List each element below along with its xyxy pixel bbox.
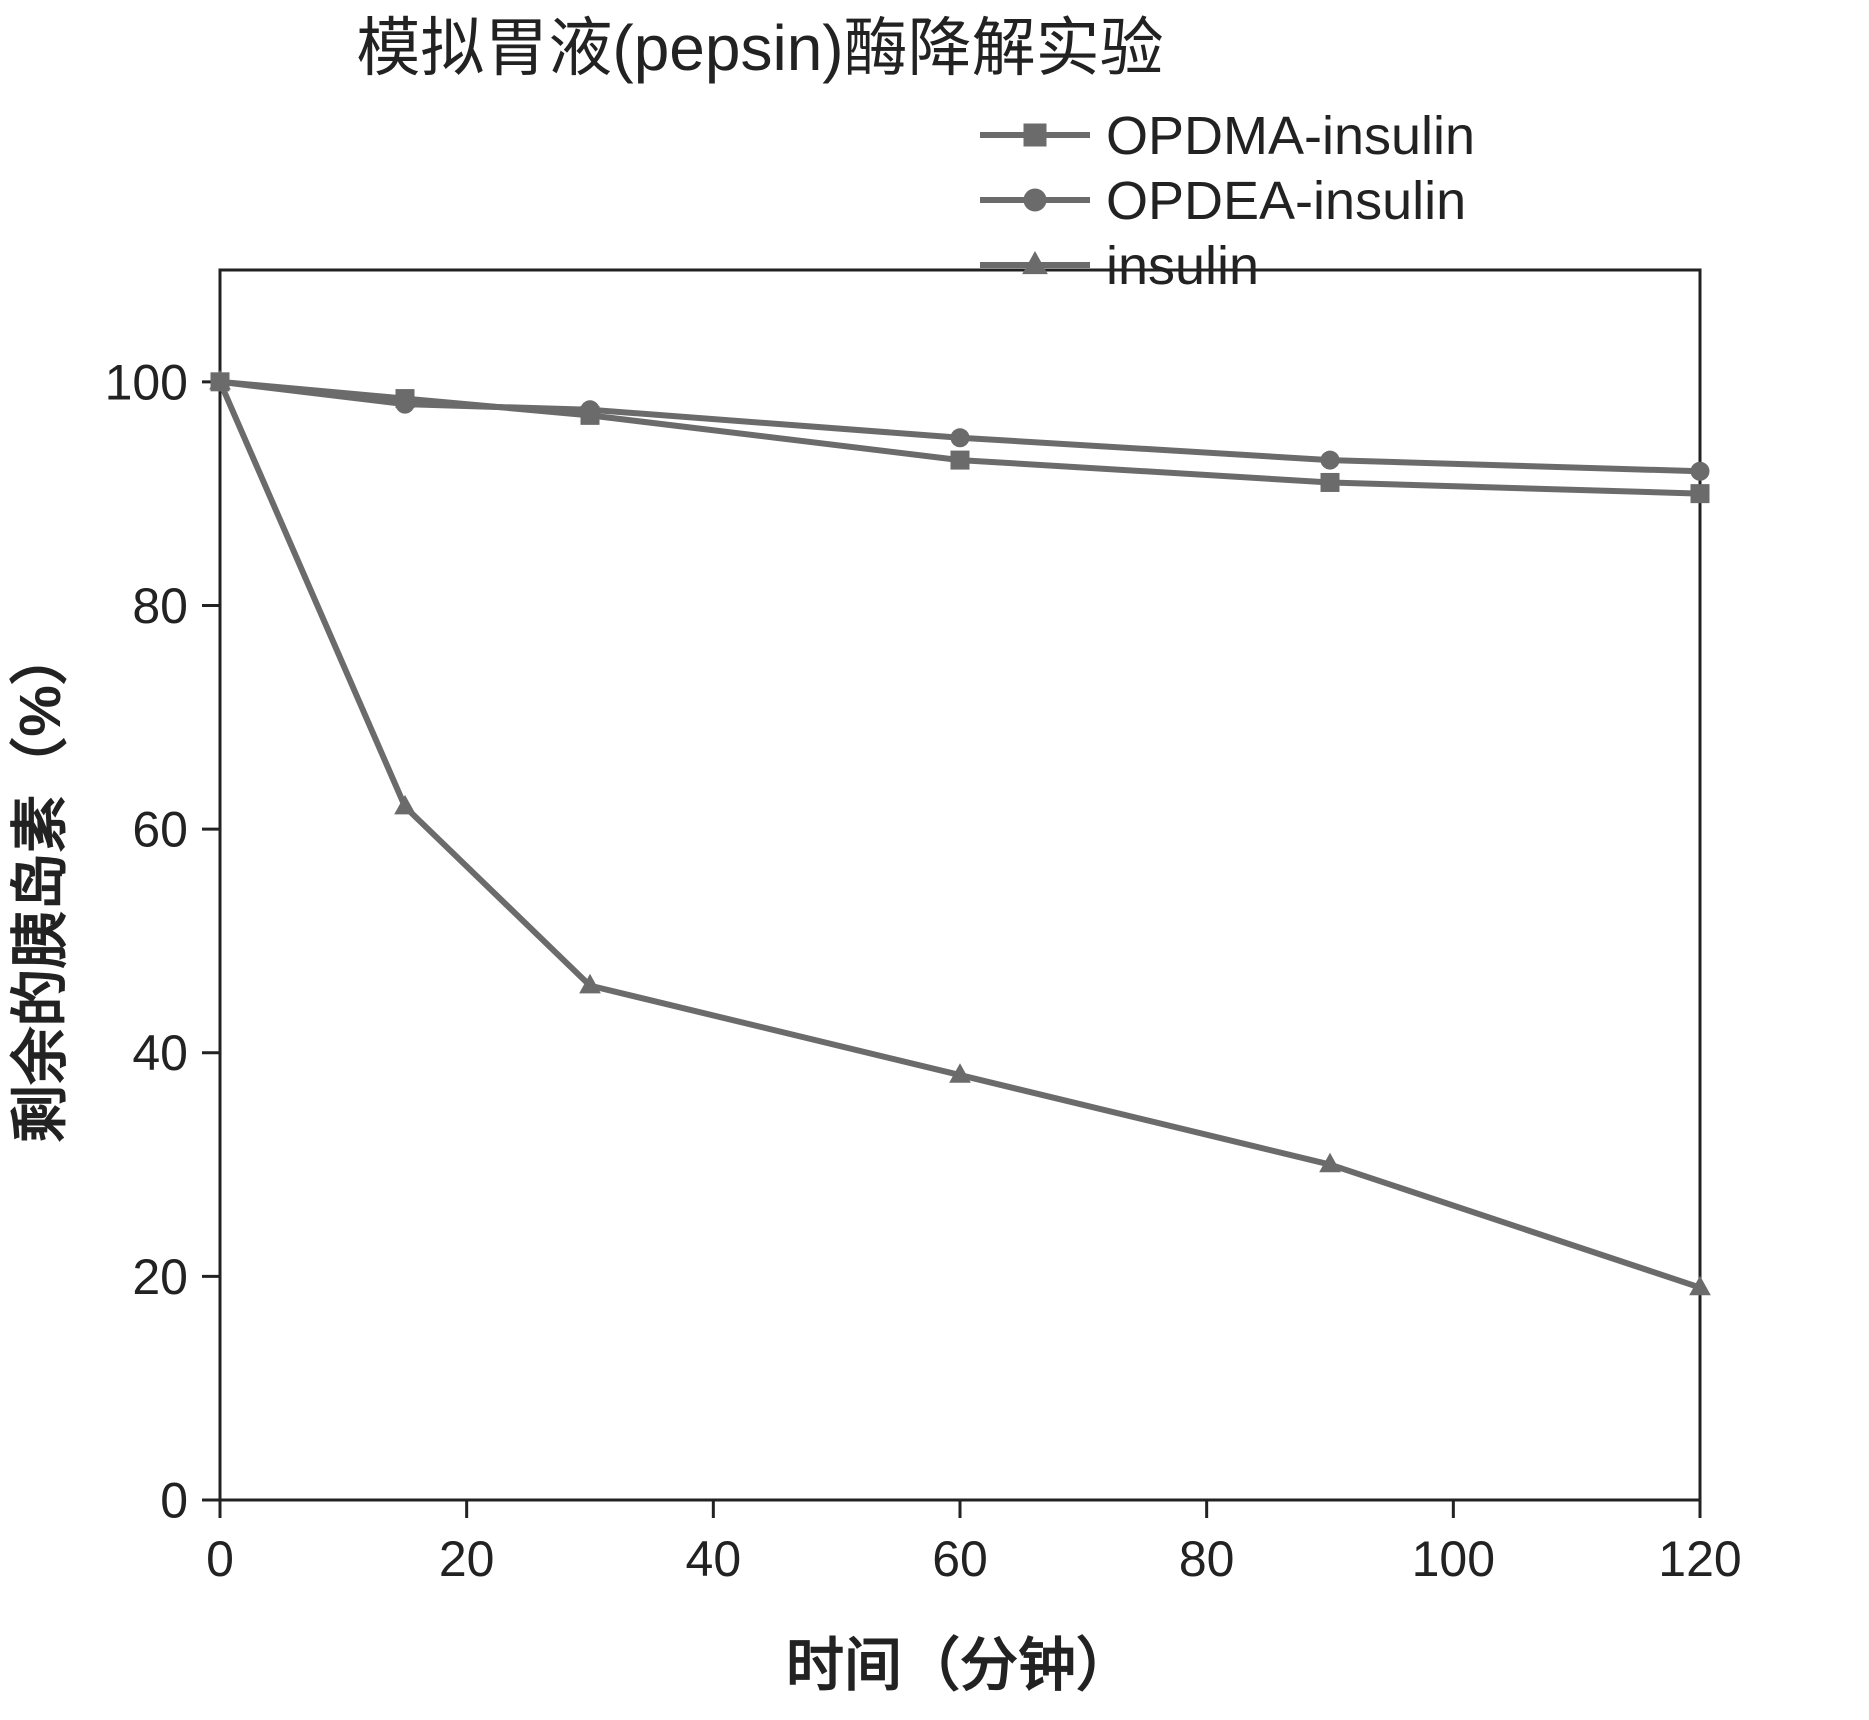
x-axis-label: 时间（分钟）: [786, 1633, 1134, 1698]
y-tick-label: 100: [105, 354, 188, 410]
chart-container: 0 20 40 60 80 100 120 0 20 40 60 80 100 时间（分钟） 剩余的胰岛素（…: [0, 0, 1869, 1720]
x-tick-label: 80: [1179, 1531, 1235, 1587]
data-marker: [951, 429, 969, 447]
data-marker: [1691, 485, 1709, 503]
x-tick-label: 20: [439, 1531, 495, 1587]
series-line: [220, 382, 1700, 1288]
y-tick-label: 0: [160, 1473, 188, 1529]
data-marker: [1691, 462, 1709, 480]
data-marker: [1321, 451, 1339, 469]
legend-swatch-marker: [1024, 189, 1046, 211]
x-tick-label: 120: [1658, 1531, 1741, 1587]
data-marker: [951, 451, 969, 469]
x-tick-label: 40: [686, 1531, 742, 1587]
data-marker: [395, 796, 415, 814]
data-marker: [396, 395, 414, 413]
series-insulin: [210, 371, 1710, 1295]
y-tick-label: 80: [132, 578, 188, 634]
y-tick-label: 60: [132, 802, 188, 858]
legend-label: OPDMA-insulin: [1106, 106, 1475, 166]
legend-label: insulin: [1106, 236, 1259, 296]
x-tick-label: 100: [1412, 1531, 1495, 1587]
legend-label: OPDEA-insulin: [1106, 171, 1466, 231]
x-tick-label: 60: [932, 1531, 988, 1587]
y-tick-label: 40: [132, 1025, 188, 1081]
legend-swatch-marker: [1024, 124, 1046, 146]
x-tick-label: 0: [206, 1531, 234, 1587]
legend: OPDMA-insulinOPDEA-insulininsulin: [980, 106, 1475, 296]
chart-svg: 0 20 40 60 80 100 120 0 20 40 60 80 100 时间（分钟） 剩余的胰岛素（…: [0, 0, 1869, 1715]
y-tick-label: 20: [132, 1249, 188, 1305]
data-marker: [1321, 473, 1339, 491]
y-axis-label: 剩余的胰岛素（%）: [8, 627, 73, 1143]
data-marker: [581, 401, 599, 419]
chart-title: 模拟胃液(pepsin)酶降解实验: [356, 12, 1163, 84]
